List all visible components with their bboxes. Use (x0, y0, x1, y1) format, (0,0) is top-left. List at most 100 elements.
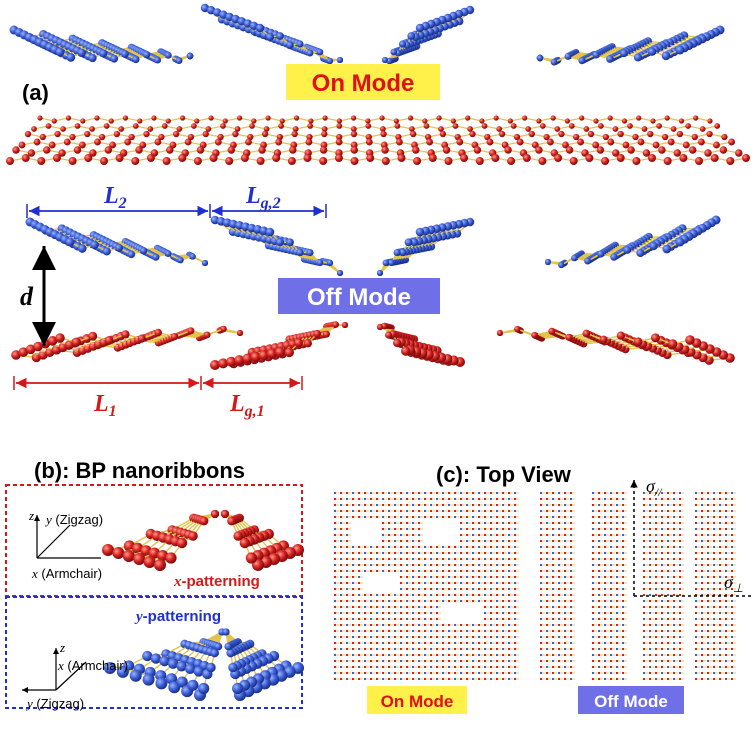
lattice-dot (334, 510, 336, 512)
lattice-dot (502, 588, 504, 590)
lattice-dot (430, 570, 432, 572)
lattice-dot (334, 504, 336, 506)
phosphorus-atom-red (237, 330, 243, 336)
phosphorus-atom-red (438, 126, 444, 132)
lattice-dot (460, 678, 462, 680)
lattice-dot (388, 612, 390, 614)
phosphorus-atom-red (379, 115, 385, 121)
lattice-dot (376, 558, 378, 560)
lattice-dot (496, 558, 498, 560)
lattice-dot (484, 666, 486, 668)
phosphorus-atom-red (673, 149, 682, 157)
lattice-dot (502, 528, 504, 530)
lattice-dot (394, 594, 396, 596)
lattice-dot (406, 624, 408, 626)
lattice-dot (412, 630, 414, 632)
phosphorus-atom-red (543, 133, 550, 141)
lattice-dot (502, 582, 504, 584)
lattice-dot (370, 642, 372, 644)
lattice-dot (394, 600, 396, 602)
lattice-dot (436, 660, 438, 662)
lattice-dot (424, 510, 426, 512)
phosphorus-atom-red (497, 330, 503, 336)
lattice-dot (376, 510, 378, 512)
lattice-dot (564, 558, 566, 560)
phosphorus-atom-red (678, 118, 685, 124)
lattice-dot (484, 594, 486, 596)
lg1-label: Lg,1 (229, 391, 265, 420)
lattice-dot (388, 678, 390, 680)
lattice-dot (570, 522, 572, 524)
phosphorus-atom-blue (410, 238, 419, 247)
lattice-dot (400, 570, 402, 572)
lattice-dot (448, 666, 450, 668)
lattice-dot (430, 516, 432, 518)
lattice-dot (364, 606, 366, 608)
lattice-dot (334, 546, 336, 548)
lattice-dot (376, 648, 378, 650)
lattice-dot (508, 546, 510, 548)
y-patterning-ribbons (104, 628, 304, 701)
lattice-dot (514, 678, 516, 680)
lattice-dot (406, 516, 408, 518)
lattice-dot (412, 588, 414, 590)
lattice-dot (424, 672, 426, 674)
lattice-dot (490, 600, 492, 602)
lattice-dot (400, 498, 402, 500)
lattice-dot (424, 504, 426, 506)
phosphorus-atom-blue (675, 45, 685, 55)
phosphorus-atom-red (658, 146, 666, 154)
lattice-dot (412, 558, 414, 560)
lattice-dot (406, 504, 408, 506)
lattice-dot (484, 624, 486, 626)
phosphorus-atom-red (377, 324, 383, 330)
lattice-dot (334, 570, 336, 572)
lattice-dot (546, 498, 548, 500)
lattice-dot (406, 570, 408, 572)
lattice-dot (490, 660, 492, 662)
phosphorus-atom-blue (164, 51, 172, 59)
phosphorus-atom-red (682, 141, 690, 149)
lattice-dot (400, 618, 402, 620)
lattice-dot (496, 522, 498, 524)
lattice-dot (514, 588, 516, 590)
lattice-dot (472, 630, 474, 632)
on-mode-bottom-sheet-layer (6, 115, 750, 165)
lattice-dot (412, 648, 414, 650)
lattice-dot (460, 492, 462, 494)
lattice-dot (442, 504, 444, 506)
lattice-dot (508, 498, 510, 500)
lattice-dot (418, 540, 420, 542)
phosphorus-atom-red (667, 138, 675, 146)
phosphorus-atom-red (60, 126, 66, 132)
lattice-dot (406, 672, 408, 674)
lattice-dot (436, 582, 438, 584)
phosphorus-atom-red (652, 141, 660, 149)
lattice-dot (472, 642, 474, 644)
lattice-dot (400, 546, 402, 548)
phosphorus-atom-blue (326, 57, 334, 65)
phosphorus-atom-red (695, 157, 703, 165)
phosphorus-atom-blue (115, 243, 124, 252)
phosphorus-atom-red (507, 118, 513, 124)
phosphorus-atom-red (6, 157, 14, 165)
lattice-dot (340, 648, 342, 650)
phosphorus-atom-red (272, 154, 281, 162)
lattice-dot (418, 630, 420, 632)
lattice-dot (496, 600, 498, 602)
lattice-dot (334, 624, 336, 626)
phosphorus-atom-red (21, 154, 30, 162)
dimension-top: L2 Lg,2 (26, 183, 327, 218)
lattice-dot (364, 504, 366, 506)
lattice-dot (388, 492, 390, 494)
phosphorus-atom-red (699, 126, 706, 132)
phosphorus-atom-red (245, 552, 257, 564)
phosphorus-atom-red (279, 118, 285, 124)
lattice-dot (340, 534, 342, 536)
lattice-dot (340, 666, 342, 668)
lattice-dot (490, 576, 492, 578)
lattice-dot (346, 576, 348, 578)
lattice-dot (418, 654, 420, 656)
lattice-dot (514, 594, 516, 596)
lattice-dot (508, 600, 510, 602)
